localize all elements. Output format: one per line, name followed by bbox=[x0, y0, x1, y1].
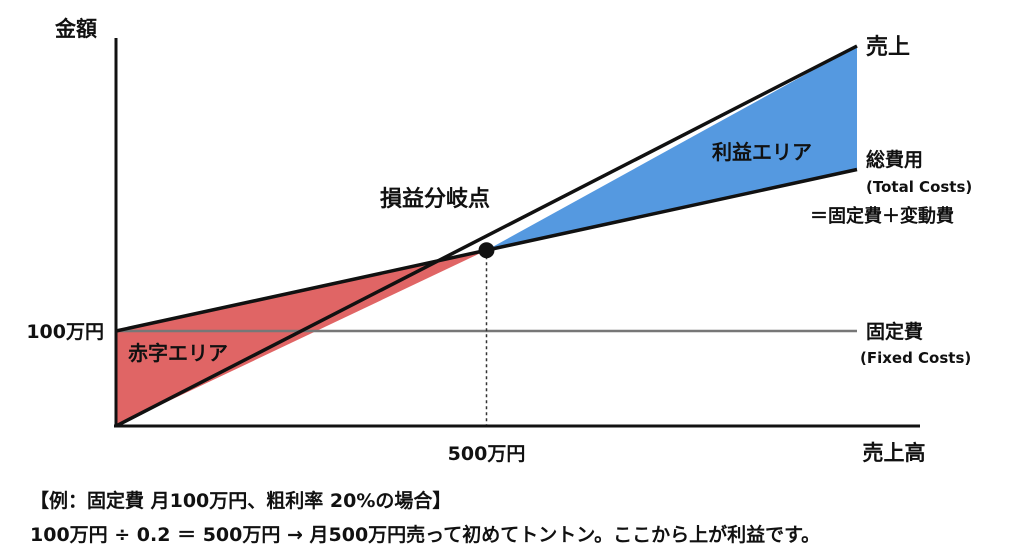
y-tick-label: 100万円 bbox=[26, 321, 104, 343]
fixed-costs-label: 固定費 bbox=[866, 320, 923, 343]
profit-area bbox=[486, 46, 857, 251]
fixed-costs-en-label: (Fixed Costs) bbox=[860, 349, 971, 367]
example-calculation: 100万円 ÷ 0.2 ＝ 500万円 → 月500万円売って初めてトントン。こ… bbox=[30, 524, 821, 546]
sales-label: 売上 bbox=[866, 34, 910, 60]
y-axis-title: 金額 bbox=[54, 17, 97, 41]
example-notes: 【例：固定費 月100万円、粗利率 20%の場合】 100万円 ÷ 0.2 ＝ … bbox=[30, 484, 1010, 552]
total-costs-en-label: (Total Costs) bbox=[866, 178, 972, 196]
profit-area-label: 利益エリア bbox=[712, 140, 812, 164]
sales-line bbox=[115, 44, 858, 428]
example-title: 【例：固定費 月100万円、粗利率 20%の場合】 bbox=[30, 490, 452, 512]
x-axis-title: 売上高 bbox=[863, 441, 926, 465]
x-tick-label: 500万円 bbox=[448, 443, 526, 465]
total-costs-label: 総費用 bbox=[866, 148, 923, 171]
break-even-label: 損益分岐点 bbox=[380, 186, 490, 212]
break-even-point bbox=[478, 242, 495, 259]
loss-area-label: 赤字エリア bbox=[128, 341, 228, 365]
total-costs-note: ＝固定費＋変動費 bbox=[810, 205, 954, 227]
loss-area bbox=[116, 250, 487, 426]
